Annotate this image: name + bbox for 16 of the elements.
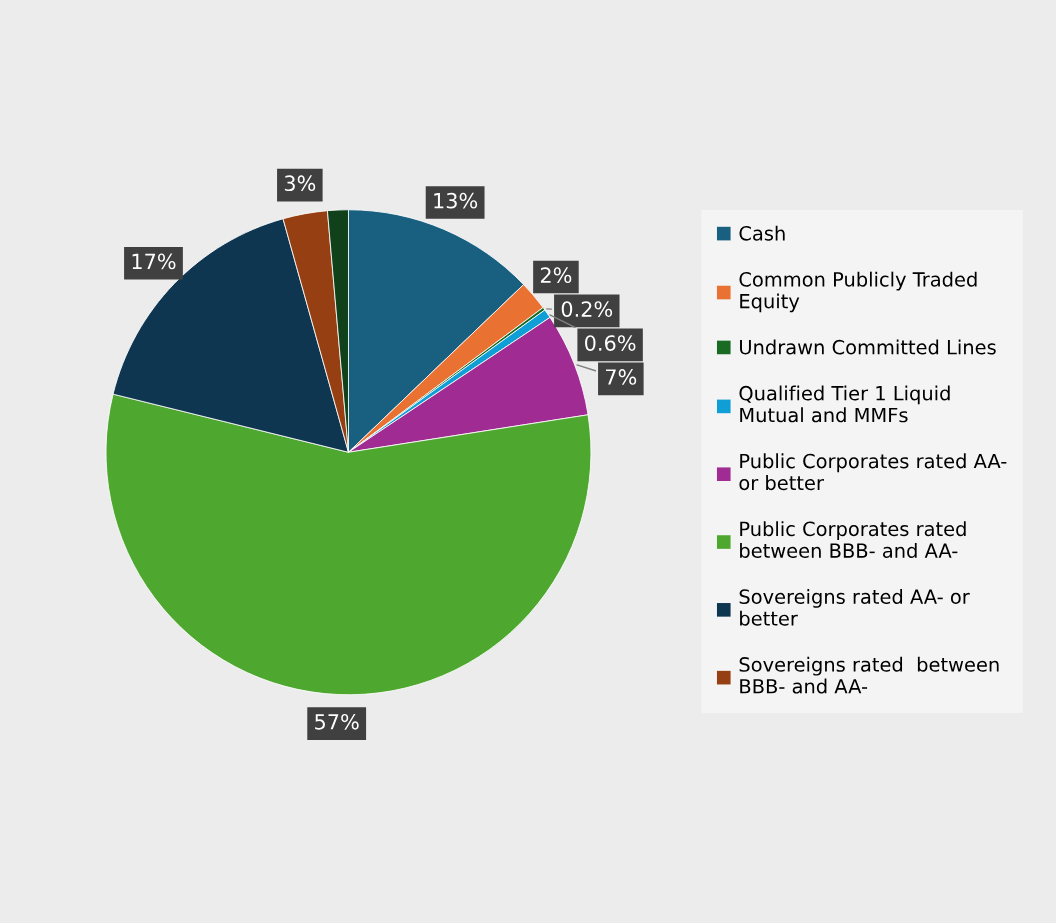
legend-label: Common Publicly Traded Equity [739,271,977,313]
legend-label: Public Corporates rated AA- or better [739,453,1007,491]
data-label: 2% [540,267,572,284]
data-label: 3% [284,175,316,192]
data-label: 0.6% [585,335,636,351]
legend-label: Cash [739,225,785,241]
legend-label: Qualified Tier 1 Liquid Mutual and MMFs [739,385,950,423]
data-label: 57% [315,713,359,730]
legend-label: Sovereigns rated AA- or better [739,588,970,626]
data-label: 7% [606,369,637,385]
legend-label: Sovereigns rated between BBB- and AA- [739,656,999,694]
legend-label: Public Corporates rated between BBB- and AA- [740,521,966,558]
legend-label: Undrawn Committed Lines [740,339,996,355]
data-label: 17% [132,253,176,270]
data-label: 0.2% [561,301,613,317]
data-label: 13% [434,192,478,209]
